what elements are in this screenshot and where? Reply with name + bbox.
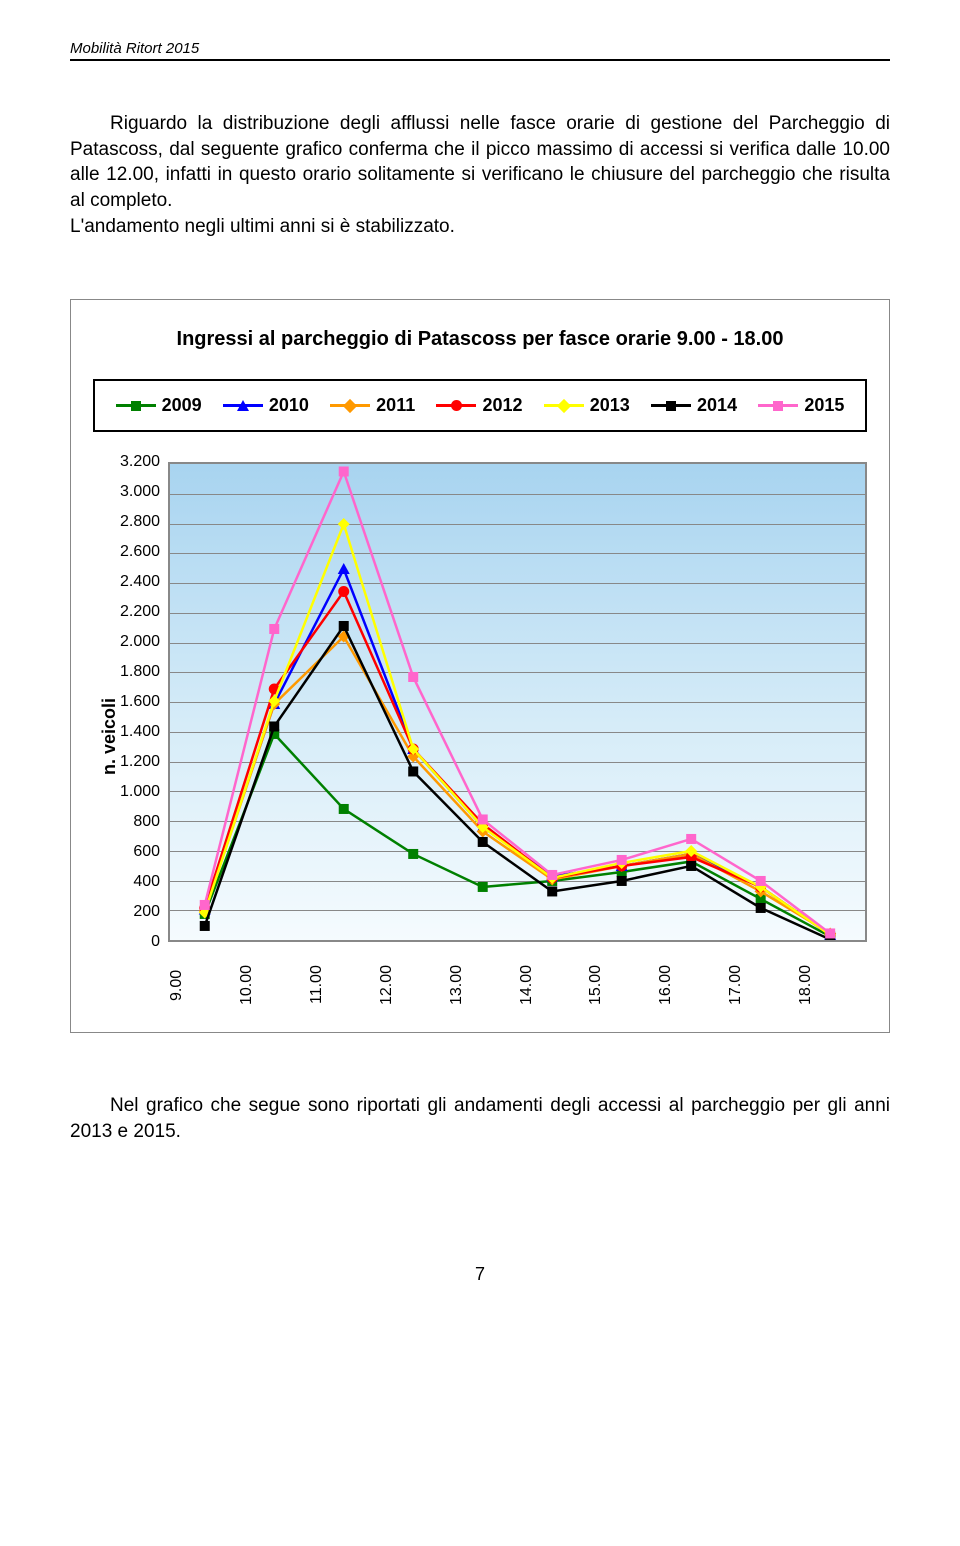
legend-marker — [758, 399, 798, 413]
x-tick: 9.00 — [168, 960, 238, 1010]
plot-svg — [170, 464, 865, 942]
series-marker — [408, 767, 418, 777]
x-axis: 9.0010.0011.0012.0013.0014.0015.0016.001… — [168, 960, 867, 1010]
series-line — [205, 734, 830, 936]
series-marker — [408, 849, 418, 859]
series-marker — [408, 672, 418, 682]
legend-marker — [436, 399, 476, 413]
x-tick: 15.00 — [587, 960, 657, 1010]
legend-item: 2012 — [436, 395, 522, 416]
series-marker — [478, 882, 488, 892]
legend-marker — [651, 399, 691, 413]
series-line — [205, 472, 830, 934]
series-marker — [269, 722, 279, 732]
series-line — [205, 637, 830, 934]
series-marker — [338, 563, 350, 574]
series-marker — [200, 900, 210, 910]
x-tick: 18.00 — [797, 960, 867, 1010]
legend-label: 2011 — [376, 395, 415, 416]
footer-paragraph: Nel grafico che segue sono riportati gli… — [70, 1093, 890, 1144]
legend-label: 2009 — [162, 395, 202, 416]
plot-wrap: n. veicoli 3.2003.0002.8002.6002.4002.20… — [93, 462, 867, 1010]
series-marker — [478, 837, 488, 847]
series-marker — [269, 624, 279, 634]
series-line — [205, 626, 830, 939]
legend-item: 2009 — [116, 395, 202, 416]
legend-label: 2010 — [269, 395, 309, 416]
chart-title: Ingressi al parcheggio di Patascoss per … — [93, 328, 867, 351]
series-marker — [339, 804, 349, 814]
y-axis: 3.2003.0002.8002.6002.4002.2002.0001.800… — [120, 462, 168, 942]
document-page: Mobilità Ritort 2015 Riguardo la distrib… — [0, 0, 960, 1315]
series-marker — [338, 586, 349, 597]
series-line — [205, 524, 830, 935]
series-marker — [617, 855, 627, 865]
legend-marker — [544, 399, 584, 413]
x-tick: 16.00 — [657, 960, 727, 1010]
x-tick: 11.00 — [308, 960, 378, 1010]
series-marker — [547, 870, 557, 880]
x-tick: 13.00 — [448, 960, 518, 1010]
x-tick: 12.00 — [378, 960, 448, 1010]
legend-marker — [116, 399, 156, 413]
legend: 2009 2010 2011 2012 2013 2014 2015 — [93, 379, 867, 432]
series-marker — [339, 621, 349, 631]
paragraph-1: Riguardo la distribuzione degli afflussi… — [70, 111, 890, 214]
plot-column: 9.0010.0011.0012.0013.0014.0015.0016.001… — [168, 462, 867, 1010]
legend-marker — [223, 399, 263, 413]
series-marker — [756, 903, 766, 913]
series-marker — [617, 876, 627, 886]
legend-label: 2013 — [590, 395, 630, 416]
series-marker — [338, 518, 350, 530]
legend-item: 2014 — [651, 395, 737, 416]
series-marker — [339, 467, 349, 477]
series-marker — [200, 921, 210, 931]
series-marker — [547, 887, 557, 897]
page-number: 7 — [70, 1264, 890, 1285]
series-line — [205, 569, 830, 935]
series-marker — [478, 815, 488, 825]
legend-item: 2015 — [758, 395, 844, 416]
header-title: Mobilità Ritort 2015 — [70, 40, 890, 61]
y-axis-label: n. veicoli — [93, 462, 120, 1010]
series-marker — [756, 876, 766, 886]
body-text: Riguardo la distribuzione degli afflussi… — [70, 111, 890, 239]
legend-item: 2010 — [223, 395, 309, 416]
legend-label: 2014 — [697, 395, 737, 416]
legend-item: 2013 — [544, 395, 630, 416]
x-tick: 14.00 — [518, 960, 588, 1010]
chart-container: Ingressi al parcheggio di Patascoss per … — [70, 299, 890, 1033]
series-marker — [686, 861, 696, 871]
legend-item: 2011 — [330, 395, 415, 416]
series-marker — [825, 929, 835, 939]
series-marker — [686, 834, 696, 844]
paragraph-2: L'andamento negli ultimi anni si è stabi… — [70, 214, 890, 240]
x-tick: 17.00 — [727, 960, 797, 1010]
x-tick: 10.00 — [238, 960, 308, 1010]
legend-marker — [330, 399, 370, 413]
plot-area — [168, 462, 867, 942]
legend-label: 2015 — [804, 395, 844, 416]
legend-label: 2012 — [482, 395, 522, 416]
